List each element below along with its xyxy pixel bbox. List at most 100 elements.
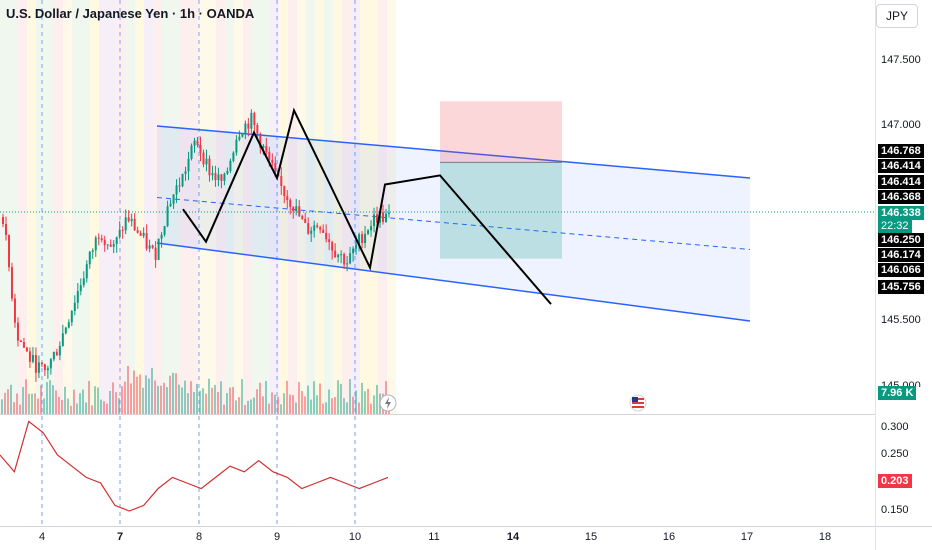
volume-bar (352, 396, 354, 414)
zigzag-line (182, 107, 552, 305)
volume-bar (199, 390, 201, 414)
volume-bar (319, 383, 321, 414)
volume-bar (184, 380, 186, 414)
candle-body (271, 159, 274, 164)
us-flag-icon[interactable] (629, 394, 647, 412)
session-stripe (27, 0, 36, 414)
volume-bar (196, 383, 198, 414)
session-stripe (288, 0, 297, 414)
volume-bar (133, 370, 135, 414)
volume-bar (247, 400, 249, 414)
candle-body (238, 136, 241, 140)
volume-bar (13, 402, 15, 414)
candle-body (355, 244, 358, 249)
volume-bar (97, 387, 99, 414)
stop-loss-zone (440, 101, 562, 163)
zigzag-pattern[interactable] (182, 107, 552, 305)
volume-bar (373, 395, 375, 414)
candle-body (13, 298, 16, 323)
session-stripe (63, 0, 72, 414)
indicator-series (0, 420, 389, 512)
volume-bar (169, 375, 171, 414)
volume-bar (331, 398, 333, 414)
volume-bar (136, 376, 138, 414)
candle-body (223, 173, 226, 182)
candle-body (16, 322, 19, 341)
candle-body (178, 185, 181, 187)
candle-body (298, 206, 301, 217)
session-stripe (225, 0, 234, 414)
volume-bar (43, 398, 45, 414)
candle-body (352, 248, 355, 254)
short-position-tool[interactable] (440, 101, 562, 259)
volume-bar (313, 381, 315, 414)
candle-body (133, 218, 136, 231)
candle-body (250, 112, 253, 129)
price-label: 146.368 (878, 190, 924, 204)
volume-bar (91, 405, 93, 414)
candle-body (349, 253, 352, 264)
volume-bar (217, 391, 219, 414)
volume-bar (49, 380, 51, 414)
volume-bar (349, 379, 351, 414)
session-stripe (126, 0, 135, 414)
flash-icon[interactable] (379, 394, 397, 412)
candle-body (334, 250, 337, 258)
candle-body (169, 203, 172, 207)
session-stripe (369, 0, 378, 414)
candle-body (103, 239, 106, 246)
price-tick: 147.000 (881, 119, 921, 131)
candle-body (37, 362, 40, 373)
volume-bar (145, 375, 147, 414)
volume-bar (85, 402, 87, 414)
volume-bar (334, 397, 336, 414)
volume-bar (256, 389, 258, 414)
session-stripe (162, 0, 171, 414)
volume-bars (1, 365, 390, 414)
candle-body (262, 145, 265, 148)
candle-body (226, 170, 229, 174)
candle-body (19, 340, 22, 342)
volume-bar (343, 398, 345, 414)
volume-bar (361, 382, 363, 414)
candle-body (121, 229, 124, 231)
volume-bar (286, 380, 288, 414)
volume-bar (301, 390, 303, 414)
bar-countdown: 22:32 (878, 219, 912, 233)
time-axis-separator (0, 526, 932, 527)
session-stripe (198, 0, 207, 414)
candle-body (22, 341, 25, 348)
session-stripe (270, 0, 279, 414)
candle-body (340, 254, 343, 256)
candle-body (187, 158, 190, 172)
candle-body (220, 174, 223, 182)
volume-bar (250, 399, 252, 414)
candle-body (106, 244, 109, 246)
volume-bar (79, 393, 81, 414)
volume-bar (139, 374, 141, 414)
candle-body (124, 217, 127, 231)
volume-bar (358, 402, 360, 414)
candle-body (307, 223, 310, 234)
currency-button[interactable]: JPY (876, 4, 918, 28)
volume-bar (154, 380, 156, 414)
session-stripe (99, 0, 108, 414)
volume-bar (337, 380, 339, 414)
session-stripe (324, 0, 333, 414)
volume-bar (16, 393, 18, 414)
volume-bar (73, 389, 75, 414)
candle-body (229, 160, 232, 171)
candle-body (163, 226, 166, 235)
volume-bar (322, 403, 324, 414)
candle-body (97, 237, 100, 239)
session-stripe (180, 0, 189, 414)
volume-bar (37, 398, 39, 414)
volume-bar (181, 387, 183, 414)
volume-bar (226, 392, 228, 414)
volume-bar (283, 393, 285, 414)
candle-body (157, 238, 160, 260)
time-tick: 9 (273, 531, 281, 543)
candle-body (259, 133, 262, 148)
volume-bar (124, 381, 126, 414)
